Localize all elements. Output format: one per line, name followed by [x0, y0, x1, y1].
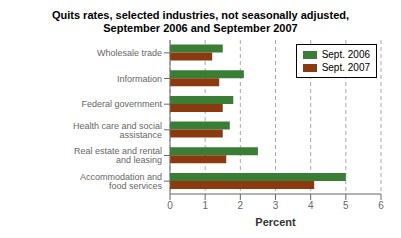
html-text:Quits rates, selected industri: Quits rates, selected industries, not se… [51, 9, 349, 21]
svg-text:Federal government: Federal government [81, 99, 162, 109]
svg-text:Percent: Percent [255, 216, 296, 228]
svg-text:Information: Information [117, 74, 162, 84]
svg-text:Health care and socialassistan: Health care and socialassistance [73, 121, 162, 140]
svg-text:5: 5 [343, 200, 349, 211]
svg-text:Wholesale trade: Wholesale trade [97, 48, 162, 58]
svg-text:2: 2 [238, 200, 244, 211]
svg-text:6: 6 [378, 200, 384, 211]
html-text:September 2006 and September 2: September 2006 and September 2007 [103, 22, 298, 34]
svg-text:1: 1 [202, 200, 208, 211]
svg-text:3: 3 [273, 200, 279, 211]
html-text:Sept. 2007: Sept. 2007 [321, 62, 370, 73]
svg-text:4: 4 [308, 200, 314, 211]
svg-text:0: 0 [167, 200, 173, 211]
html-text:Sept. 2006: Sept. 2006 [321, 49, 370, 60]
svg-text:Accommodation andfood services: Accommodation andfood services [80, 172, 163, 191]
svg-text:Real estate and rentaland leas: Real estate and rentaland leasing [74, 146, 162, 165]
